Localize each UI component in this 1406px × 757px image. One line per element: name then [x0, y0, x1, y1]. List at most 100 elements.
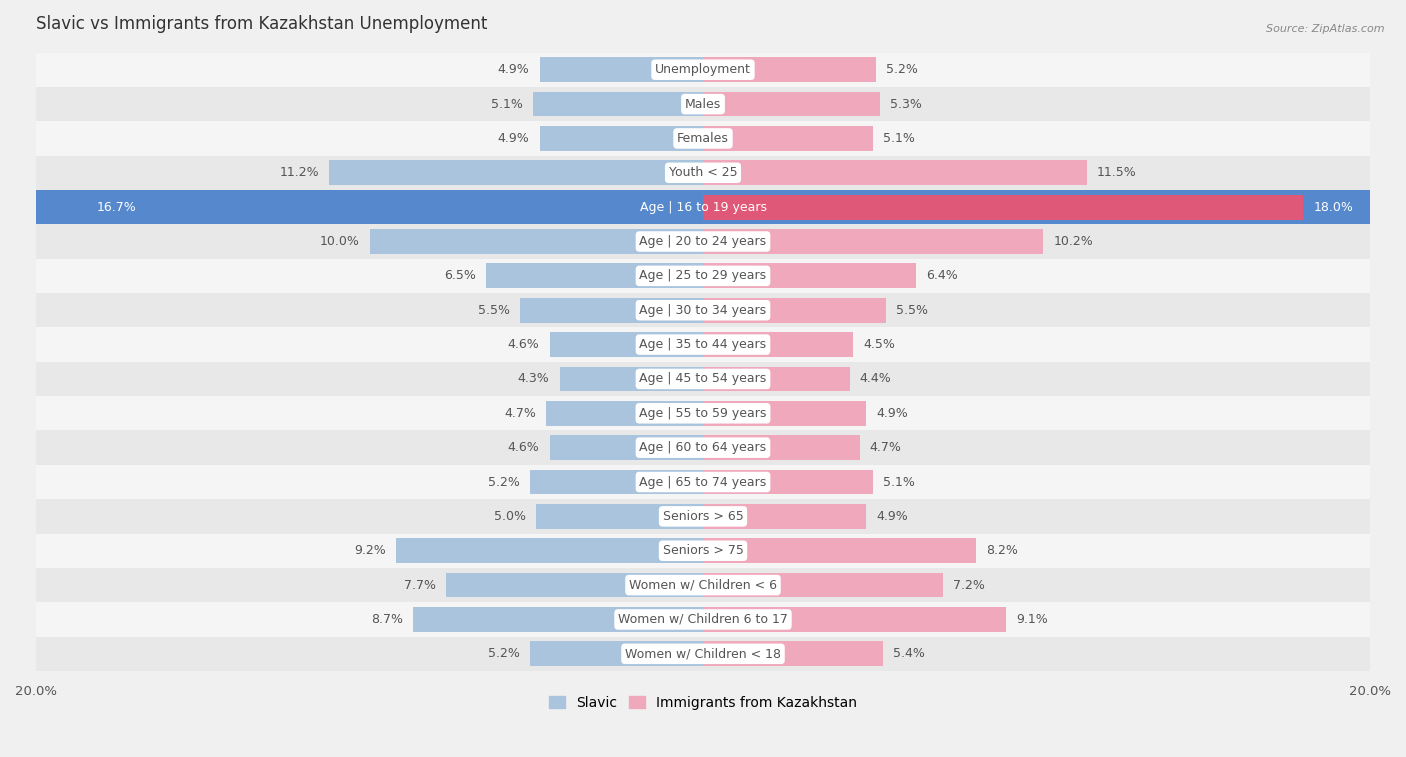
Text: 4.6%: 4.6%: [508, 338, 540, 351]
Text: 4.9%: 4.9%: [498, 132, 530, 145]
Bar: [37, 293, 1369, 328]
Text: Age | 60 to 64 years: Age | 60 to 64 years: [640, 441, 766, 454]
Text: 9.1%: 9.1%: [1017, 613, 1049, 626]
Text: Age | 55 to 59 years: Age | 55 to 59 years: [640, 407, 766, 420]
Bar: [37, 499, 1369, 534]
Text: Women w/ Children < 6: Women w/ Children < 6: [628, 578, 778, 591]
Bar: [146, 195, 703, 220]
Bar: [533, 92, 703, 117]
Bar: [547, 401, 703, 425]
Text: 18.0%: 18.0%: [1313, 201, 1353, 213]
Bar: [37, 362, 1369, 396]
Text: 10.0%: 10.0%: [319, 235, 360, 248]
Bar: [486, 263, 703, 288]
Bar: [37, 431, 1369, 465]
Text: Age | 35 to 44 years: Age | 35 to 44 years: [640, 338, 766, 351]
Bar: [703, 504, 866, 528]
Bar: [37, 637, 1369, 671]
Text: Slavic vs Immigrants from Kazakhstan Unemployment: Slavic vs Immigrants from Kazakhstan Une…: [37, 15, 488, 33]
Text: 5.1%: 5.1%: [883, 132, 915, 145]
Bar: [550, 332, 703, 357]
Bar: [370, 229, 703, 254]
Bar: [37, 87, 1369, 121]
Text: Source: ZipAtlas.com: Source: ZipAtlas.com: [1267, 24, 1385, 34]
Text: Females: Females: [678, 132, 728, 145]
Text: Seniors > 65: Seniors > 65: [662, 510, 744, 523]
Bar: [560, 366, 703, 391]
Text: 4.9%: 4.9%: [498, 64, 530, 76]
Bar: [703, 435, 859, 460]
Bar: [703, 263, 917, 288]
Text: Age | 20 to 24 years: Age | 20 to 24 years: [640, 235, 766, 248]
Bar: [520, 298, 703, 322]
Text: 11.2%: 11.2%: [280, 167, 319, 179]
Bar: [550, 435, 703, 460]
Text: 5.1%: 5.1%: [883, 475, 915, 488]
Bar: [703, 332, 853, 357]
Bar: [703, 126, 873, 151]
Text: Unemployment: Unemployment: [655, 64, 751, 76]
Text: Youth < 25: Youth < 25: [669, 167, 737, 179]
Text: 4.7%: 4.7%: [870, 441, 901, 454]
Bar: [37, 603, 1369, 637]
Text: 11.5%: 11.5%: [1097, 167, 1136, 179]
Bar: [37, 224, 1369, 259]
Bar: [703, 538, 977, 563]
Bar: [703, 160, 1087, 185]
Bar: [37, 328, 1369, 362]
Text: Seniors > 75: Seniors > 75: [662, 544, 744, 557]
Text: Age | 65 to 74 years: Age | 65 to 74 years: [640, 475, 766, 488]
Bar: [37, 190, 1369, 224]
Text: 8.2%: 8.2%: [987, 544, 1018, 557]
Text: 5.0%: 5.0%: [495, 510, 526, 523]
Text: 16.7%: 16.7%: [96, 201, 136, 213]
Bar: [540, 126, 703, 151]
Text: Age | 25 to 29 years: Age | 25 to 29 years: [640, 269, 766, 282]
Bar: [37, 190, 1369, 224]
Bar: [703, 92, 880, 117]
Bar: [37, 156, 1369, 190]
Text: 5.1%: 5.1%: [491, 98, 523, 111]
Text: 6.5%: 6.5%: [444, 269, 477, 282]
Text: 4.9%: 4.9%: [876, 407, 908, 420]
Text: 5.2%: 5.2%: [886, 64, 918, 76]
Bar: [530, 469, 703, 494]
Text: 10.2%: 10.2%: [1053, 235, 1092, 248]
Text: 7.2%: 7.2%: [953, 578, 986, 591]
Bar: [37, 259, 1369, 293]
Bar: [37, 396, 1369, 431]
Text: 9.2%: 9.2%: [354, 544, 387, 557]
Bar: [530, 641, 703, 666]
Text: Women w/ Children 6 to 17: Women w/ Children 6 to 17: [619, 613, 787, 626]
Text: Women w/ Children < 18: Women w/ Children < 18: [626, 647, 780, 660]
Bar: [329, 160, 703, 185]
Text: 5.3%: 5.3%: [890, 98, 922, 111]
Bar: [703, 58, 876, 82]
Text: 4.5%: 4.5%: [863, 338, 896, 351]
Bar: [413, 607, 703, 632]
Text: 6.4%: 6.4%: [927, 269, 959, 282]
Text: Males: Males: [685, 98, 721, 111]
Bar: [703, 366, 849, 391]
Bar: [37, 534, 1369, 568]
Bar: [37, 465, 1369, 499]
Text: 5.2%: 5.2%: [488, 647, 520, 660]
Text: Age | 16 to 19 years: Age | 16 to 19 years: [640, 201, 766, 213]
Bar: [703, 298, 886, 322]
Bar: [396, 538, 703, 563]
Bar: [37, 568, 1369, 603]
Bar: [703, 401, 866, 425]
Text: 4.6%: 4.6%: [508, 441, 540, 454]
Text: Age | 30 to 34 years: Age | 30 to 34 years: [640, 304, 766, 316]
Text: 5.4%: 5.4%: [893, 647, 925, 660]
Bar: [703, 573, 943, 597]
Text: 5.5%: 5.5%: [478, 304, 509, 316]
Bar: [703, 195, 1303, 220]
Bar: [703, 229, 1043, 254]
Text: 5.5%: 5.5%: [897, 304, 928, 316]
Bar: [540, 58, 703, 82]
Bar: [536, 504, 703, 528]
Text: 4.3%: 4.3%: [517, 372, 550, 385]
Text: 4.4%: 4.4%: [859, 372, 891, 385]
Bar: [703, 607, 1007, 632]
